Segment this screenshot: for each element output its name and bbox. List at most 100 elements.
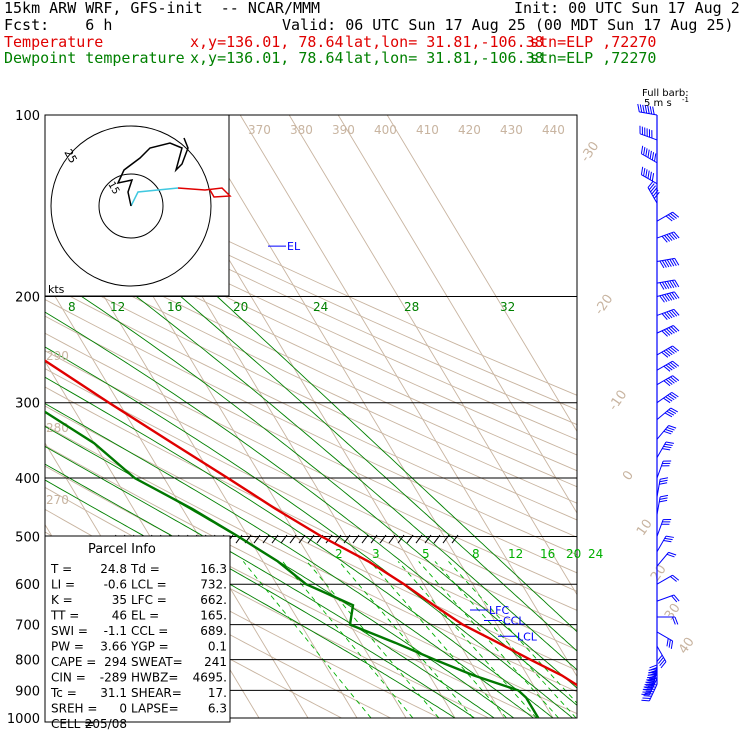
parcel-info-value: 0.1: [208, 640, 227, 654]
wind-barb-feather: [663, 380, 671, 387]
wind-barb-feather: [669, 292, 675, 300]
isotherm-label: -20: [592, 292, 616, 318]
parcel-info-key: LFC =: [131, 593, 167, 607]
wind-barb-feather: [668, 409, 677, 414]
wind-barb-feather: [649, 106, 653, 115]
wind-barb-feather: [652, 189, 659, 197]
moist-adiabat: [180, 296, 577, 652]
wind-barb-feather: [668, 639, 671, 648]
hash-mark: [397, 534, 405, 544]
isotherm-label: 40: [676, 635, 698, 657]
wind-barb-feather: [642, 697, 651, 700]
temperature-profile-line: [45, 359, 577, 687]
mixing-ratio-label: 5: [422, 547, 430, 561]
hodograph-trace-upper: [116, 137, 189, 207]
dry-adiabat: [45, 315, 577, 574]
parcel-info-value: 3.66: [100, 640, 127, 654]
moist-adiabat-label: 16: [167, 300, 182, 314]
dry-adiabat: [45, 332, 577, 592]
wind-barb-feather: [651, 152, 655, 161]
wind-barb-feather: [663, 540, 672, 543]
wind-barb-feather: [640, 166, 644, 175]
wind-barb-feather: [663, 329, 671, 336]
wind-barb-feather: [670, 407, 679, 413]
theta-label: 280: [46, 421, 69, 435]
dry-adiabat: [45, 350, 577, 611]
theta-label: 290: [46, 349, 69, 363]
wind-barb-feather: [661, 294, 668, 302]
dewpoint-xy: x,y=136.01, 78.64: [190, 49, 344, 67]
parcel-info-key: CIN =: [51, 671, 86, 685]
mixing-ratio-line: [397, 561, 537, 718]
wind-barb-shaft: [656, 308, 675, 316]
wind-barb-feather: [668, 233, 675, 241]
hash-mark: [406, 534, 414, 544]
wind-barb-feather: [674, 279, 680, 288]
theta-label: 380: [290, 123, 313, 137]
moist-adiabat-label: 24: [313, 300, 328, 314]
parcel-info-key: PW =: [51, 640, 84, 654]
hash-mark: [451, 534, 459, 544]
wind-barb-feather: [661, 260, 667, 268]
wind-barb-feather: [664, 294, 670, 302]
parcel-level-label: CCL: [503, 614, 525, 627]
moist-adiabat-label: 8: [68, 300, 76, 314]
wind-barb-feather: [659, 659, 666, 667]
wind-barb-feather: [661, 281, 667, 290]
moist-adiabat-label: 28: [404, 300, 419, 314]
dry-adiabat: [45, 266, 577, 521]
parcel-level-label: LCL: [517, 630, 538, 643]
parcel-info-key: Tc =: [50, 686, 77, 700]
wind-barb-feather: [673, 231, 680, 239]
hash-mark: [298, 534, 306, 544]
parcel-info-value: 662.: [200, 593, 227, 607]
parcel-info-title: Parcel Info: [88, 542, 156, 557]
wind-barb-feather: [666, 638, 669, 647]
hash-mark: [334, 534, 342, 544]
wind-barb-feather: [674, 258, 680, 266]
wind-barb-shaft: [656, 552, 669, 567]
dry-adiabat: [45, 386, 577, 651]
pressure-tick-label: 200: [15, 291, 40, 306]
parcel-info-key: HWBZ=: [131, 671, 178, 685]
wind-barb-shaft: [656, 594, 675, 602]
wind-barb-shaft: [656, 460, 664, 479]
mixing-ratio-line: [418, 561, 559, 718]
wind-barb-feather: [665, 428, 674, 433]
isotherm-line: [0, 115, 14, 718]
parcel-info-value: 165.: [200, 609, 227, 623]
wind-barb-feather: [661, 235, 668, 243]
wind-barb-feather: [664, 412, 673, 418]
wind-barb-feather: [668, 551, 677, 556]
mixing-ratio-label: 12: [508, 547, 523, 561]
wind-barb-feather: [643, 695, 652, 697]
parcel-info-key: K =: [51, 593, 73, 607]
wind-barb-feather: [674, 616, 679, 625]
wind-barb-feather: [673, 594, 680, 602]
wind-barb-feather: [672, 616, 676, 625]
wind-barb-feather: [643, 689, 652, 691]
parcel-info-value: -0.6: [104, 578, 127, 592]
wind-barb-feather: [658, 657, 664, 664]
moist-adiabat-label: 20: [233, 300, 248, 314]
wind-barb-feather: [656, 654, 663, 662]
wind-barb-feather: [665, 535, 674, 538]
theta-label: 370: [248, 123, 271, 137]
wind-barb-shaft: [656, 345, 673, 356]
wind-barb-feather: [669, 259, 675, 267]
wind-barb-shaft: [656, 479, 661, 498]
wind-barb-feather: [672, 345, 680, 352]
parcel-info-value: 31.1: [100, 686, 127, 700]
isotherm-label: 0: [620, 468, 637, 483]
wind-barb-feather: [646, 682, 655, 684]
pressure-tick-label: 300: [15, 397, 40, 412]
wind-barb-feather: [670, 213, 677, 219]
hodograph-trace-mid: [177, 187, 232, 198]
wind-barb-shaft: [656, 425, 669, 440]
init-time: Init: 00 UTC Sun 17 Aug 25: [514, 0, 740, 17]
parcel-info-value: 241: [204, 655, 227, 669]
isotherm-label: 20: [648, 562, 670, 584]
wind-barb-feather: [668, 425, 677, 429]
dry-adiabat: [45, 282, 577, 538]
